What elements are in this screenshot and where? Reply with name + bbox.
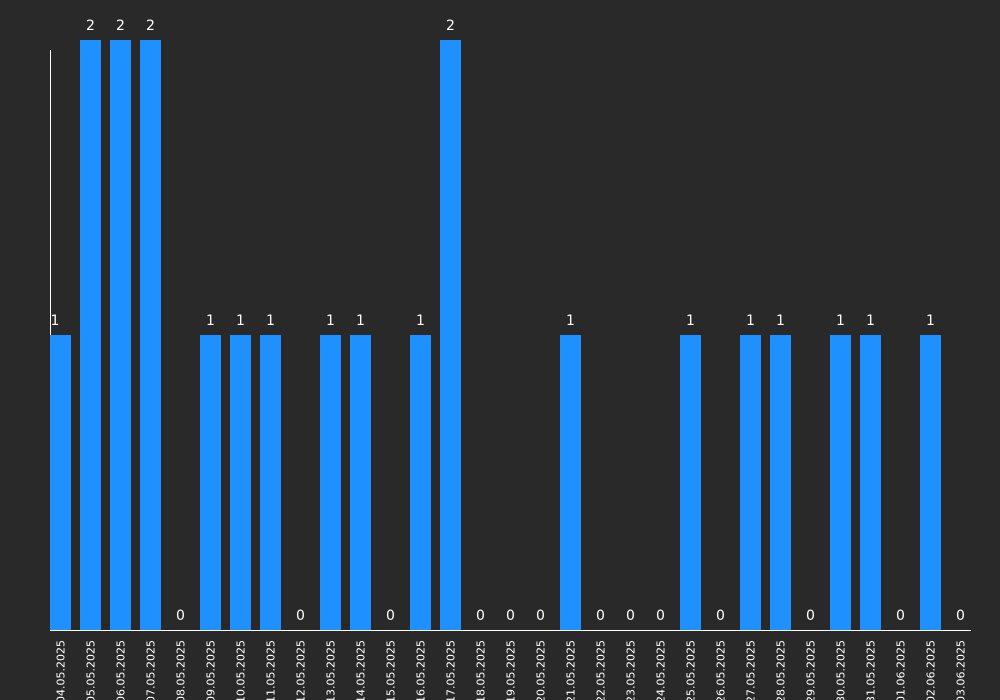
x-tick-label: 14.05.2025: [355, 640, 368, 700]
x-tick-label: 15.05.2025: [385, 640, 398, 700]
x-tick-label: 28.05.2025: [775, 640, 788, 700]
bar-value-label: 2: [86, 18, 95, 34]
bar: [80, 40, 101, 630]
x-tick-label: 18.05.2025: [475, 640, 488, 700]
bar: [350, 335, 371, 630]
bar: [560, 335, 581, 630]
bar-value-label: 2: [146, 18, 155, 34]
bar-value-label: 0: [656, 608, 665, 624]
x-tick-label: 11.05.2025: [265, 640, 278, 700]
bar: [260, 335, 281, 630]
bar: [830, 335, 851, 630]
bar-value-label: 1: [326, 313, 335, 329]
x-tick-label: 03.06.2025: [955, 640, 968, 700]
bar-value-label: 0: [596, 608, 605, 624]
bar-value-label: 1: [836, 313, 845, 329]
x-tick-label: 17.05.2025: [445, 640, 458, 700]
bar-value-label: 0: [536, 608, 545, 624]
x-tick-label: 30.05.2025: [835, 640, 848, 700]
bar: [920, 335, 941, 630]
x-tick-label: 21.05.2025: [565, 640, 578, 700]
x-tick-label: 19.05.2025: [505, 640, 518, 700]
bar-value-label: 1: [566, 313, 575, 329]
bar: [230, 335, 251, 630]
bar-value-label: 1: [206, 313, 215, 329]
bar-value-label: 0: [476, 608, 485, 624]
x-tick-label: 12.05.2025: [295, 640, 308, 700]
bar: [680, 335, 701, 630]
bar-value-label: 1: [236, 313, 245, 329]
bar: [140, 40, 161, 630]
x-tick-label: 23.05.2025: [625, 640, 638, 700]
x-tick-label: 10.05.2025: [235, 640, 248, 700]
bar: [860, 335, 881, 630]
bar-value-label: 0: [506, 608, 515, 624]
bar-value-label: 1: [746, 313, 755, 329]
bar-value-label: 1: [866, 313, 875, 329]
x-tick-label: 09.05.2025: [205, 640, 218, 700]
x-tick-label: 16.05.2025: [415, 640, 428, 700]
x-tick-label: 01.06.2025: [895, 640, 908, 700]
bar-value-label: 1: [51, 313, 60, 329]
bar: [440, 40, 461, 630]
bar-value-label: 0: [176, 608, 185, 624]
bar-value-label: 0: [626, 608, 635, 624]
x-tick-label: 27.05.2025: [745, 640, 758, 700]
bar: [50, 335, 71, 630]
bar-value-label: 2: [116, 18, 125, 34]
bar-value-label: 0: [956, 608, 965, 624]
bar: [410, 335, 431, 630]
bar: [320, 335, 341, 630]
bar-value-label: 2: [446, 18, 455, 34]
x-tick-label: 04.05.2025: [55, 640, 68, 700]
bar-value-label: 1: [266, 313, 275, 329]
bar-value-label: 1: [926, 313, 935, 329]
bar: [110, 40, 131, 630]
x-tick-label: 13.05.2025: [325, 640, 338, 700]
x-tick-label: 22.05.2025: [595, 640, 608, 700]
x-tick-label: 07.05.2025: [145, 640, 158, 700]
x-tick-label: 02.06.2025: [925, 640, 938, 700]
value-labels-group: 1 2 2 2 0 1 1 1 0 1 1 0 1 2 0 0 0 1 0 0 0 1 0 1 1 0 1 1 0 1 0: [51, 18, 965, 624]
bar-value-label: 0: [716, 608, 725, 624]
bar-value-label: 1: [356, 313, 365, 329]
bar-value-label: 0: [386, 608, 395, 624]
bar-value-label: 1: [776, 313, 785, 329]
x-tick-label: 06.05.2025: [115, 640, 128, 700]
bars-group: [50, 40, 941, 630]
bar: [740, 335, 761, 630]
bar-value-label: 0: [896, 608, 905, 624]
bar-value-label: 0: [806, 608, 815, 624]
bar: [200, 335, 221, 630]
x-tick-label: 05.05.2025: [85, 640, 98, 700]
x-tick-label: 31.05.2025: [865, 640, 878, 700]
bar: [770, 335, 791, 630]
x-tick-label: 29.05.2025: [805, 640, 818, 700]
x-tick-label: 26.05.2025: [715, 640, 728, 700]
bar-value-label: 1: [686, 313, 695, 329]
x-tick-labels-group: 04.05.2025 05.05.2025 06.05.2025 07.05.2025…: [55, 640, 968, 700]
x-tick-label: 25.05.2025: [685, 640, 698, 700]
x-tick-label: 24.05.2025: [655, 640, 668, 700]
x-tick-label: 20.05.2025: [535, 640, 548, 700]
bar-value-label: 1: [416, 313, 425, 329]
bar-value-label: 0: [296, 608, 305, 624]
x-tick-label: 08.05.2025: [175, 640, 188, 700]
